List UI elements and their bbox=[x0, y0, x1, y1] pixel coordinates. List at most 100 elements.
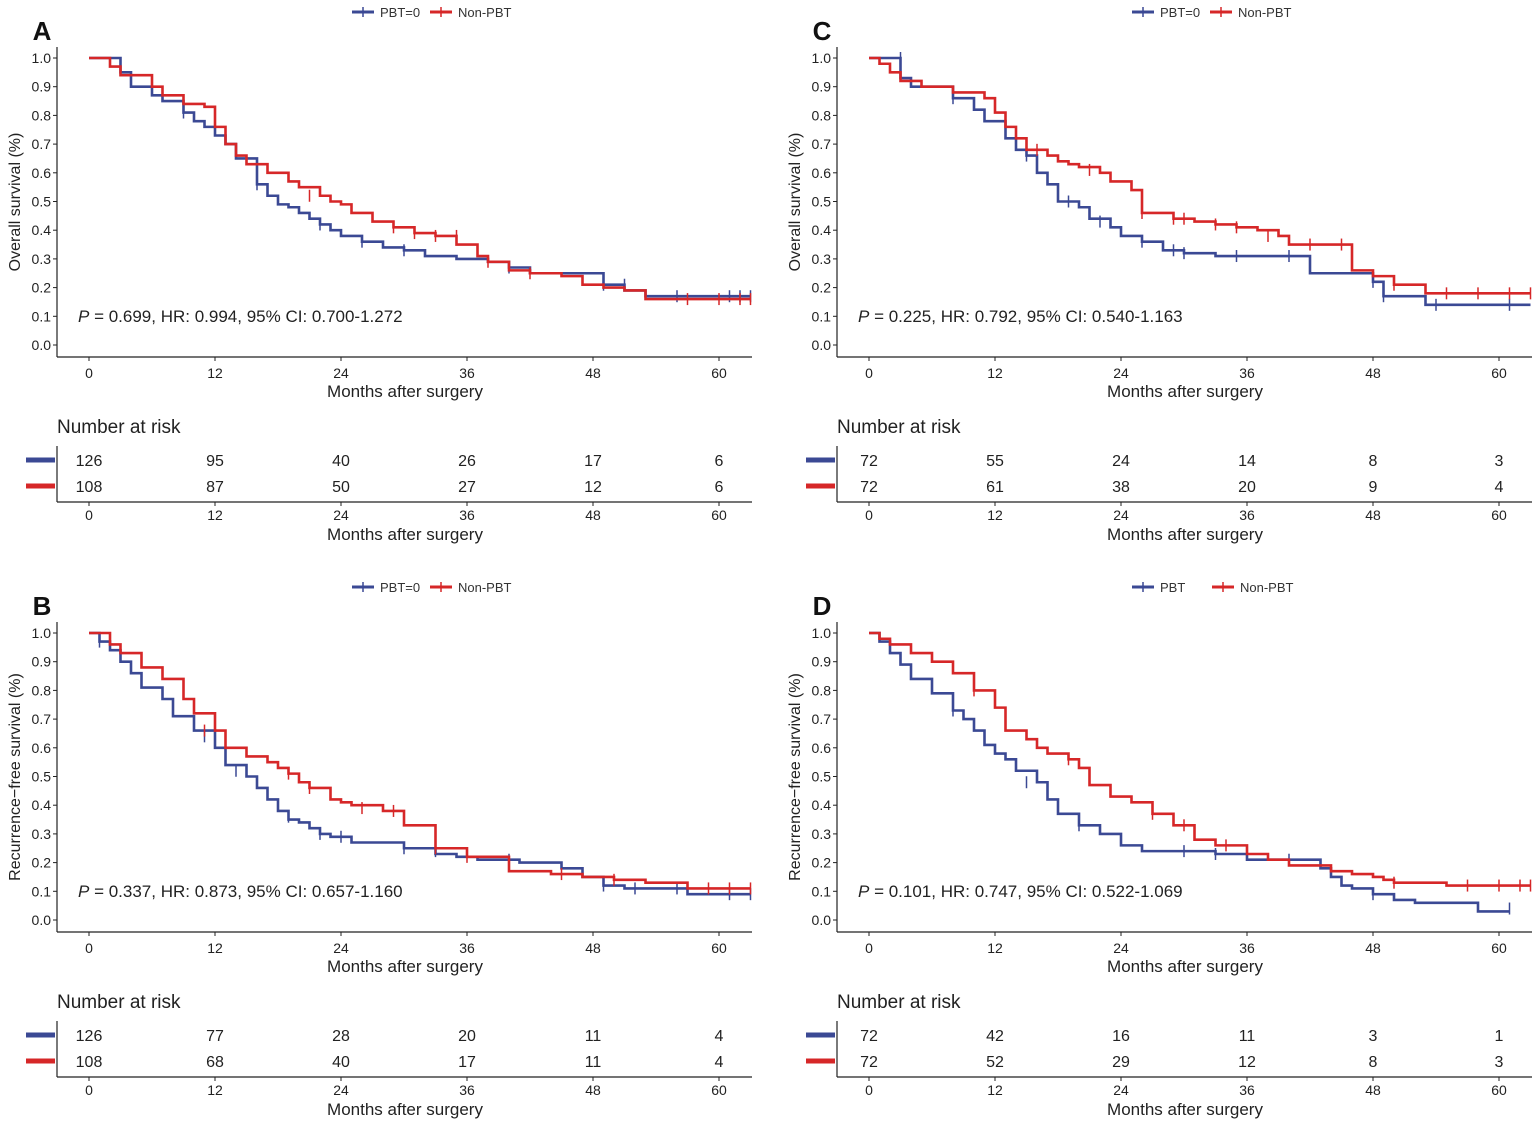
legend: PBT=0 Non-PBT bbox=[1132, 5, 1292, 20]
x-tick-label: 60 bbox=[1491, 940, 1507, 956]
x-tick-label: 48 bbox=[585, 940, 601, 956]
survival-curve-nonpbt bbox=[869, 631, 1531, 887]
y-tick-label: 0.4 bbox=[812, 222, 832, 238]
y-tick-label: 0.9 bbox=[812, 79, 832, 95]
risk-count: 72 bbox=[860, 1028, 878, 1045]
risk-count: 68 bbox=[206, 1054, 224, 1071]
risk-count: 4 bbox=[1495, 479, 1504, 496]
y-tick-label: 0.3 bbox=[812, 251, 832, 267]
risk-x-tick-label: 24 bbox=[1113, 507, 1129, 523]
risk-count: 8 bbox=[1369, 1054, 1378, 1071]
risk-x-axis-label: Months after surgery bbox=[327, 1100, 483, 1119]
x-tick-label: 0 bbox=[865, 940, 873, 956]
risk-x-tick-label: 36 bbox=[1239, 1082, 1255, 1098]
panel-B: B PBT=0 Non-PBT 0.0 0.1 0.2 0.3 0.4 0.5 0.6 0.7 0.8… bbox=[7, 580, 752, 1119]
stats-annotation: P = 0.225, HR: 0.792, 95% CI: 0.540-1.16… bbox=[858, 307, 1183, 326]
legend-label: Non-PBT bbox=[1240, 580, 1294, 595]
y-axis-label: Recurrence−free survival (%) bbox=[7, 673, 24, 881]
y-tick-label: 0.0 bbox=[32, 912, 52, 928]
risk-x-axis-label: Months after surgery bbox=[1107, 525, 1263, 544]
stats-values: = 0.337, HR: 0.873, 95% CI: 0.657-1.160 bbox=[89, 882, 402, 901]
risk-count: 61 bbox=[986, 479, 1004, 496]
risk-count: 3 bbox=[1369, 1028, 1378, 1045]
risk-count: 9 bbox=[1369, 479, 1378, 496]
y-tick-label: 0.8 bbox=[812, 107, 832, 123]
risk-count: 27 bbox=[458, 479, 476, 496]
y-tick-label: 0.2 bbox=[812, 855, 832, 871]
y-tick-label: 0.5 bbox=[812, 769, 832, 785]
y-tick-label: 0.2 bbox=[32, 855, 52, 871]
x-tick-label: 48 bbox=[1365, 365, 1381, 381]
risk-table-title: Number at risk bbox=[837, 417, 961, 438]
risk-count: 11 bbox=[1239, 1028, 1256, 1045]
stats-p-letter: P bbox=[78, 882, 90, 901]
y-axis-label: Overall survival (%) bbox=[7, 133, 24, 272]
x-tick-label: 24 bbox=[1113, 365, 1129, 381]
legend-label: PBT=0 bbox=[1160, 5, 1200, 20]
x-axis-label: Months after surgery bbox=[1107, 957, 1263, 976]
risk-count: 52 bbox=[986, 1054, 1004, 1071]
x-tick-label: 12 bbox=[207, 365, 223, 381]
risk-x-tick-label: 0 bbox=[865, 1082, 873, 1098]
risk-x-tick-label: 24 bbox=[333, 507, 349, 523]
y-tick-label: 0.9 bbox=[812, 654, 832, 670]
survival-curve-nonpbt bbox=[869, 56, 1531, 295]
risk-count: 29 bbox=[1112, 1054, 1130, 1071]
risk-count: 28 bbox=[332, 1028, 350, 1045]
risk-x-tick-label: 0 bbox=[85, 507, 93, 523]
panel-letter: D bbox=[813, 591, 832, 621]
y-tick-label: 0.4 bbox=[32, 797, 52, 813]
y-tick-label: 0.4 bbox=[812, 797, 832, 813]
x-axis-label: Months after surgery bbox=[1107, 382, 1263, 401]
x-tick-label: 12 bbox=[987, 940, 1003, 956]
y-tick-label: 0.1 bbox=[32, 883, 52, 899]
risk-x-tick-label: 48 bbox=[1365, 507, 1381, 523]
risk-count: 40 bbox=[332, 1054, 350, 1071]
y-tick-label: 0.1 bbox=[32, 308, 52, 324]
risk-count: 17 bbox=[584, 453, 602, 470]
y-tick-label: 0.8 bbox=[32, 682, 52, 698]
y-tick-label: 0.7 bbox=[812, 136, 832, 152]
risk-count: 72 bbox=[860, 1054, 878, 1071]
risk-count: 12 bbox=[584, 479, 602, 496]
y-tick-label: 0.6 bbox=[32, 740, 52, 756]
legend: PBT=0 Non-PBT bbox=[352, 5, 512, 20]
y-tick-label: 0.5 bbox=[812, 194, 832, 210]
x-tick-label: 60 bbox=[711, 940, 727, 956]
y-tick-label: 0.0 bbox=[812, 912, 832, 928]
survival-curve-pbt bbox=[869, 631, 1510, 913]
risk-x-tick-label: 48 bbox=[1365, 1082, 1381, 1098]
risk-count: 42 bbox=[986, 1028, 1004, 1045]
y-tick-label: 0.2 bbox=[32, 280, 52, 296]
risk-x-tick-label: 0 bbox=[85, 1082, 93, 1098]
x-axis-label: Months after surgery bbox=[327, 382, 483, 401]
x-tick-label: 0 bbox=[865, 365, 873, 381]
risk-x-tick-label: 60 bbox=[1491, 1082, 1507, 1098]
y-axis-label: Recurrence−free survival (%) bbox=[787, 673, 804, 881]
legend-label: Non-PBT bbox=[458, 580, 512, 595]
stats-values: = 0.101, HR: 0.747, 95% CI: 0.522-1.069 bbox=[869, 882, 1182, 901]
risk-count: 1 bbox=[1495, 1028, 1504, 1045]
stats-p-letter: P bbox=[858, 882, 870, 901]
risk-count: 3 bbox=[1495, 453, 1504, 470]
stats-annotation: P = 0.337, HR: 0.873, 95% CI: 0.657-1.16… bbox=[78, 882, 403, 901]
risk-count: 126 bbox=[76, 453, 103, 470]
y-tick-label: 0.5 bbox=[32, 194, 52, 210]
panel-letter: A bbox=[33, 16, 52, 46]
x-tick-label: 60 bbox=[711, 365, 727, 381]
stats-p-letter: P bbox=[858, 307, 870, 326]
y-tick-label: 1.0 bbox=[812, 50, 832, 66]
stats-p-letter: P bbox=[78, 307, 90, 326]
risk-count: 4 bbox=[715, 1054, 724, 1071]
y-tick-label: 0.6 bbox=[812, 165, 832, 181]
legend-label: Non-PBT bbox=[1238, 5, 1292, 20]
x-tick-label: 24 bbox=[1113, 940, 1129, 956]
y-tick-label: 0.9 bbox=[32, 654, 52, 670]
risk-x-tick-label: 12 bbox=[207, 1082, 223, 1098]
x-tick-label: 24 bbox=[333, 940, 349, 956]
y-tick-label: 0.7 bbox=[32, 136, 52, 152]
x-tick-label: 12 bbox=[987, 365, 1003, 381]
risk-count: 126 bbox=[76, 1028, 103, 1045]
